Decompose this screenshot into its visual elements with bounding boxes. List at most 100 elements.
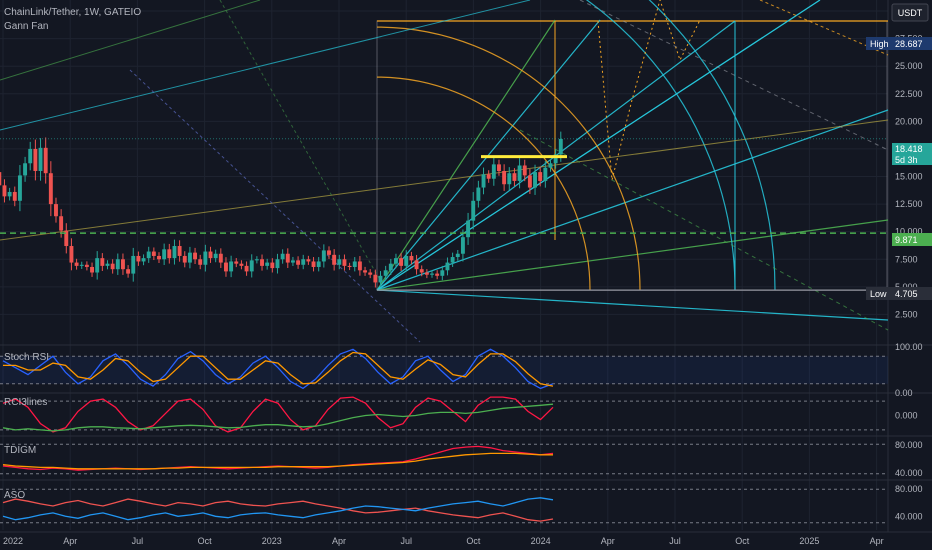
time-tick-label: 2024: [531, 536, 551, 546]
candle-body-71: [321, 250, 326, 262]
gann-fan-line-5: [376, 219, 889, 291]
candle-body-117: [558, 139, 563, 155]
dashed-diagonal-1: [579, 0, 889, 151]
low-tag-value: 4.705: [895, 289, 918, 299]
pane-tick-label: 80.000: [895, 484, 923, 494]
candle-body-77: [352, 261, 357, 267]
candle-body-56: [244, 265, 249, 272]
pane-4-series-1: [2, 497, 554, 521]
currency-button[interactable]: [891, 3, 929, 22]
candle-body-41: [167, 249, 172, 259]
candle-body-73: [332, 254, 337, 265]
candle-body-53: [229, 261, 234, 272]
symbol-title[interactable]: ChainLink/Tether, 1W, GATEIO: [4, 7, 141, 18]
candle-body-43: [177, 246, 182, 256]
time-tick-label: Oct: [735, 536, 750, 546]
candle-body-78: [357, 261, 362, 271]
time-tick-label: Apr: [63, 536, 77, 546]
pane-tick-label: 80.000: [895, 440, 923, 450]
candle-body-83: [383, 270, 388, 276]
candle-body-113: [538, 172, 543, 181]
support-level-value: 9.871: [895, 235, 918, 245]
candle-body-55: [239, 263, 244, 266]
candle-body-45: [187, 252, 192, 263]
high-tag-label: High: [870, 39, 889, 49]
pane-title-aso[interactable]: ASO: [4, 490, 25, 501]
price-levels[interactable]: [0, 138, 888, 291]
candle-body-91: [424, 272, 429, 275]
candle-body-63: [280, 253, 285, 260]
candle-body-15: [33, 148, 38, 171]
candle-body-25: [84, 264, 89, 267]
candle-body-66: [296, 260, 301, 265]
candle-body-24: [79, 264, 84, 266]
candle-body-33: [126, 269, 131, 274]
candle-body-105: [497, 164, 501, 171]
candle-body-17: [43, 147, 48, 174]
pane-2-series-1: [2, 403, 554, 432]
candle-body-89: [414, 260, 419, 270]
candle-body-110: [522, 165, 527, 176]
dashed-diagonal-3: [129, 69, 421, 343]
candle-body-111: [527, 175, 532, 188]
candle-body-72: [327, 250, 331, 255]
time-tick-label: Apr: [870, 536, 884, 546]
price-tick-label: 25.000: [895, 61, 923, 71]
candle-body-107: [507, 173, 512, 185]
pane-title-stoch-rsi[interactable]: Stoch RSI: [4, 352, 49, 363]
pane-tick-label: 40.000: [895, 511, 923, 521]
candle-body-82: [378, 275, 383, 283]
candle-body-23: [74, 262, 79, 266]
candle-body-54: [234, 261, 239, 264]
gann-fan-line-4: [376, 289, 889, 321]
price-tick-label: 15.000: [895, 172, 923, 182]
pane-title-rci3lines[interactable]: RCI3lines: [4, 397, 47, 408]
trendline-top: [0, 0, 261, 81]
low-tag-label: Low: [870, 289, 887, 299]
candle-body-8: [0, 172, 2, 186]
candle-body-14: [28, 148, 33, 164]
candle-body-49: [208, 251, 213, 259]
candle-body-52: [224, 262, 228, 272]
candle-body-27: [95, 258, 100, 273]
candle-body-21: [64, 230, 69, 247]
candle-body-29: [105, 263, 110, 266]
time-tick-label: Apr: [601, 536, 615, 546]
price-tick-label: 12.500: [895, 199, 923, 209]
candle-body-22: [69, 246, 74, 263]
candle-body-76: [347, 265, 352, 267]
candle-body-114: [543, 167, 548, 181]
gann-fan-line-3: [376, 109, 889, 291]
candle-body-68: [306, 259, 311, 262]
time-tick-label: Jul: [132, 536, 144, 546]
pane-title-tdigm[interactable]: TDIGM: [4, 445, 36, 456]
candle-body-79: [363, 270, 368, 273]
candle-body-58: [254, 259, 259, 261]
time-tick-label: Apr: [332, 536, 346, 546]
candle-body-59: [260, 259, 264, 266]
candle-body-30: [110, 263, 115, 270]
indicator-label-gann-fan[interactable]: Gann Fan: [4, 21, 48, 32]
candle-body-70: [316, 261, 321, 267]
candle-body-26: [90, 266, 94, 273]
candle-body-86: [399, 258, 404, 266]
candle-body-97: [455, 253, 460, 258]
gann-fan-line-0: [376, 19, 556, 291]
candle-body-61: [270, 262, 275, 269]
candle-body-92: [430, 273, 434, 275]
indicator-panes: [0, 348, 888, 524]
gann-fan-drawing[interactable]: [0, 0, 889, 343]
candle-body-34: [131, 255, 136, 274]
currency-button-label: USDT: [898, 8, 923, 18]
candle-body-67: [301, 259, 306, 265]
candle-body-65: [290, 260, 295, 263]
candle-body-90: [419, 269, 424, 273]
candle-body-112: [533, 172, 537, 188]
candle-body-32: [120, 259, 125, 270]
price-tick-label: 20.000: [895, 116, 923, 126]
time-axis[interactable]: 2022 Apr Jul Oct 2023 Apr Jul Oct 2024 Apr Jul Oct 2…: [3, 536, 884, 546]
gann-zigzag: [597, 0, 701, 181]
candle-body-74: [337, 259, 342, 265]
candle-body-84: [388, 263, 393, 271]
